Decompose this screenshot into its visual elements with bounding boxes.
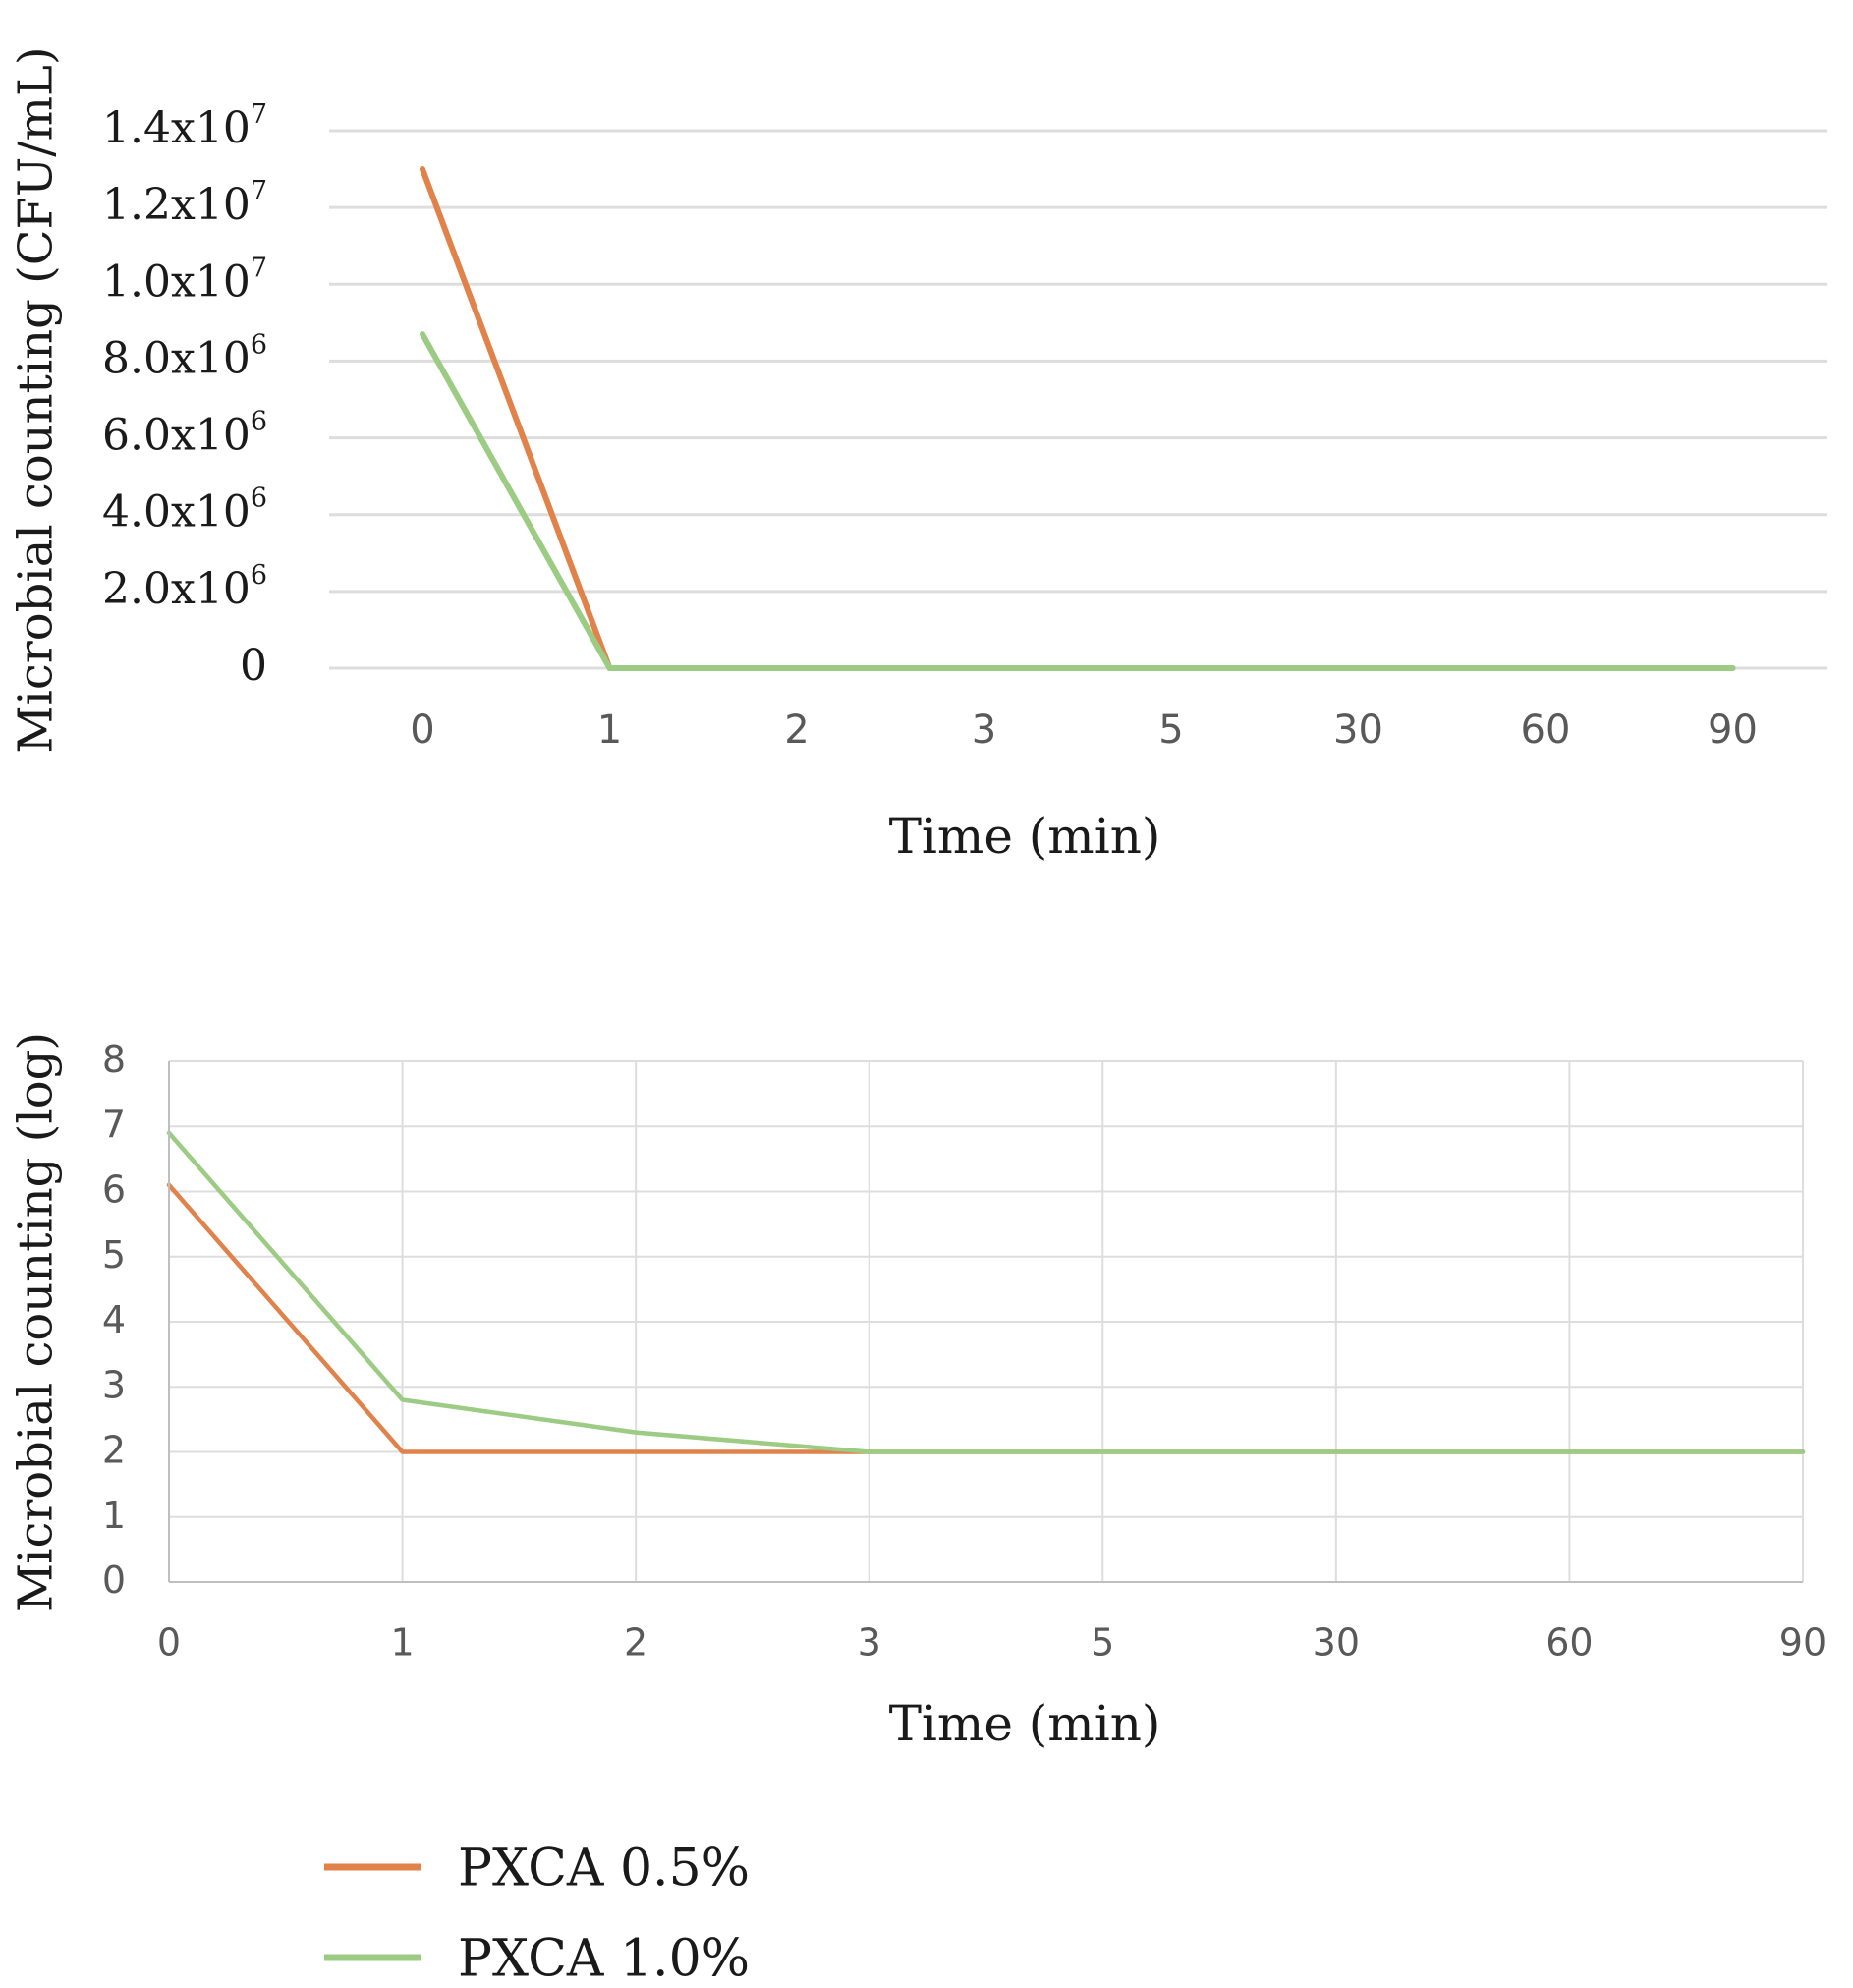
- series-line-log-pxca-0-5: [166, 1182, 1806, 1454]
- y-tick-label-cfu-1-4x107: 1.4x107: [102, 99, 267, 153]
- x-tick-label-cfu-1: 1: [597, 708, 622, 753]
- y-tick-label-log-3: 3: [102, 1363, 126, 1406]
- series-line-cfu-pxca-1-0: [420, 331, 1736, 671]
- y-tick-label-cfu-1-2x107: 1.2x107: [102, 176, 267, 230]
- y-tick-label-log-8: 8: [102, 1038, 126, 1081]
- y-tick-label-cfu-4-0x106: 4.0x106: [102, 483, 267, 537]
- y-tick-label-log-0: 0: [102, 1559, 126, 1602]
- y-tick-label-log-1: 1: [102, 1493, 126, 1536]
- y-tick-label-log-2: 2: [102, 1428, 126, 1471]
- y-tick-label-cfu-0: 0: [240, 641, 267, 691]
- x-axis-title-log: Time (min): [889, 1695, 1161, 1752]
- legend: PXCA 0.5% PXCA 1.0%: [324, 1840, 750, 1988]
- y-tick-label-log-7: 7: [102, 1103, 126, 1146]
- series-line-log-pxca-1-0: [166, 1130, 1806, 1454]
- x-tick-label-cfu-3: 3: [972, 708, 996, 753]
- chart-cfu: 0 2.0x106 4.0x106 6.0x106 8.0x106 1.0x107 1.2x…: [9, 46, 1827, 865]
- series-line-cfu-pxca-0-5: [420, 166, 1736, 671]
- x-tick-label-cfu-5: 5: [1158, 708, 1183, 753]
- x-tick-label-log-60: 60: [1545, 1621, 1593, 1665]
- x-tick-label-log-0: 0: [157, 1621, 181, 1665]
- y-tick-label-log-5: 5: [102, 1232, 126, 1276]
- y-tick-label-cfu-2-0x106: 2.0x106: [102, 559, 267, 613]
- legend-label-pxca-1-0: PXCA 1.0%: [458, 1930, 750, 1988]
- y-tick-label-cfu-1-0x107: 1.0x107: [102, 253, 267, 307]
- chart-log: 0 1 2 3 4 5 6 7 8 0 1 2 3 5 30 60 90 Time (min) Microbial …: [9, 1032, 1827, 1752]
- y-tick-label-log-4: 4: [102, 1298, 126, 1341]
- x-tick-label-log-30: 30: [1313, 1621, 1360, 1665]
- x-tick-label-log-5: 5: [1091, 1621, 1114, 1665]
- x-tick-label-log-3: 3: [858, 1621, 881, 1665]
- y-tick-label-cfu-8-0x106: 8.0x106: [102, 329, 267, 383]
- x-tick-label-cfu-30: 30: [1333, 708, 1383, 753]
- x-tick-label-cfu-90: 90: [1708, 708, 1758, 753]
- y-axis-title-log: Microbial counting (log): [9, 1032, 64, 1612]
- x-tick-label-log-1: 1: [390, 1621, 414, 1665]
- x-tick-label-log-90: 90: [1779, 1621, 1826, 1665]
- x-tick-label-log-2: 2: [624, 1621, 647, 1665]
- legend-label-pxca-0-5: PXCA 0.5%: [458, 1840, 750, 1899]
- x-tick-label-cfu-0: 0: [410, 708, 434, 753]
- x-tick-label-cfu-2: 2: [784, 708, 809, 753]
- y-tick-label-cfu-6-0x106: 6.0x106: [102, 406, 267, 460]
- x-tick-label-cfu-60: 60: [1521, 708, 1571, 753]
- y-axis-title-cfu: Microbial counting (CFU/mL): [9, 46, 64, 753]
- y-tick-label-log-6: 6: [102, 1167, 126, 1211]
- x-axis-title-cfu: Time (min): [889, 808, 1161, 865]
